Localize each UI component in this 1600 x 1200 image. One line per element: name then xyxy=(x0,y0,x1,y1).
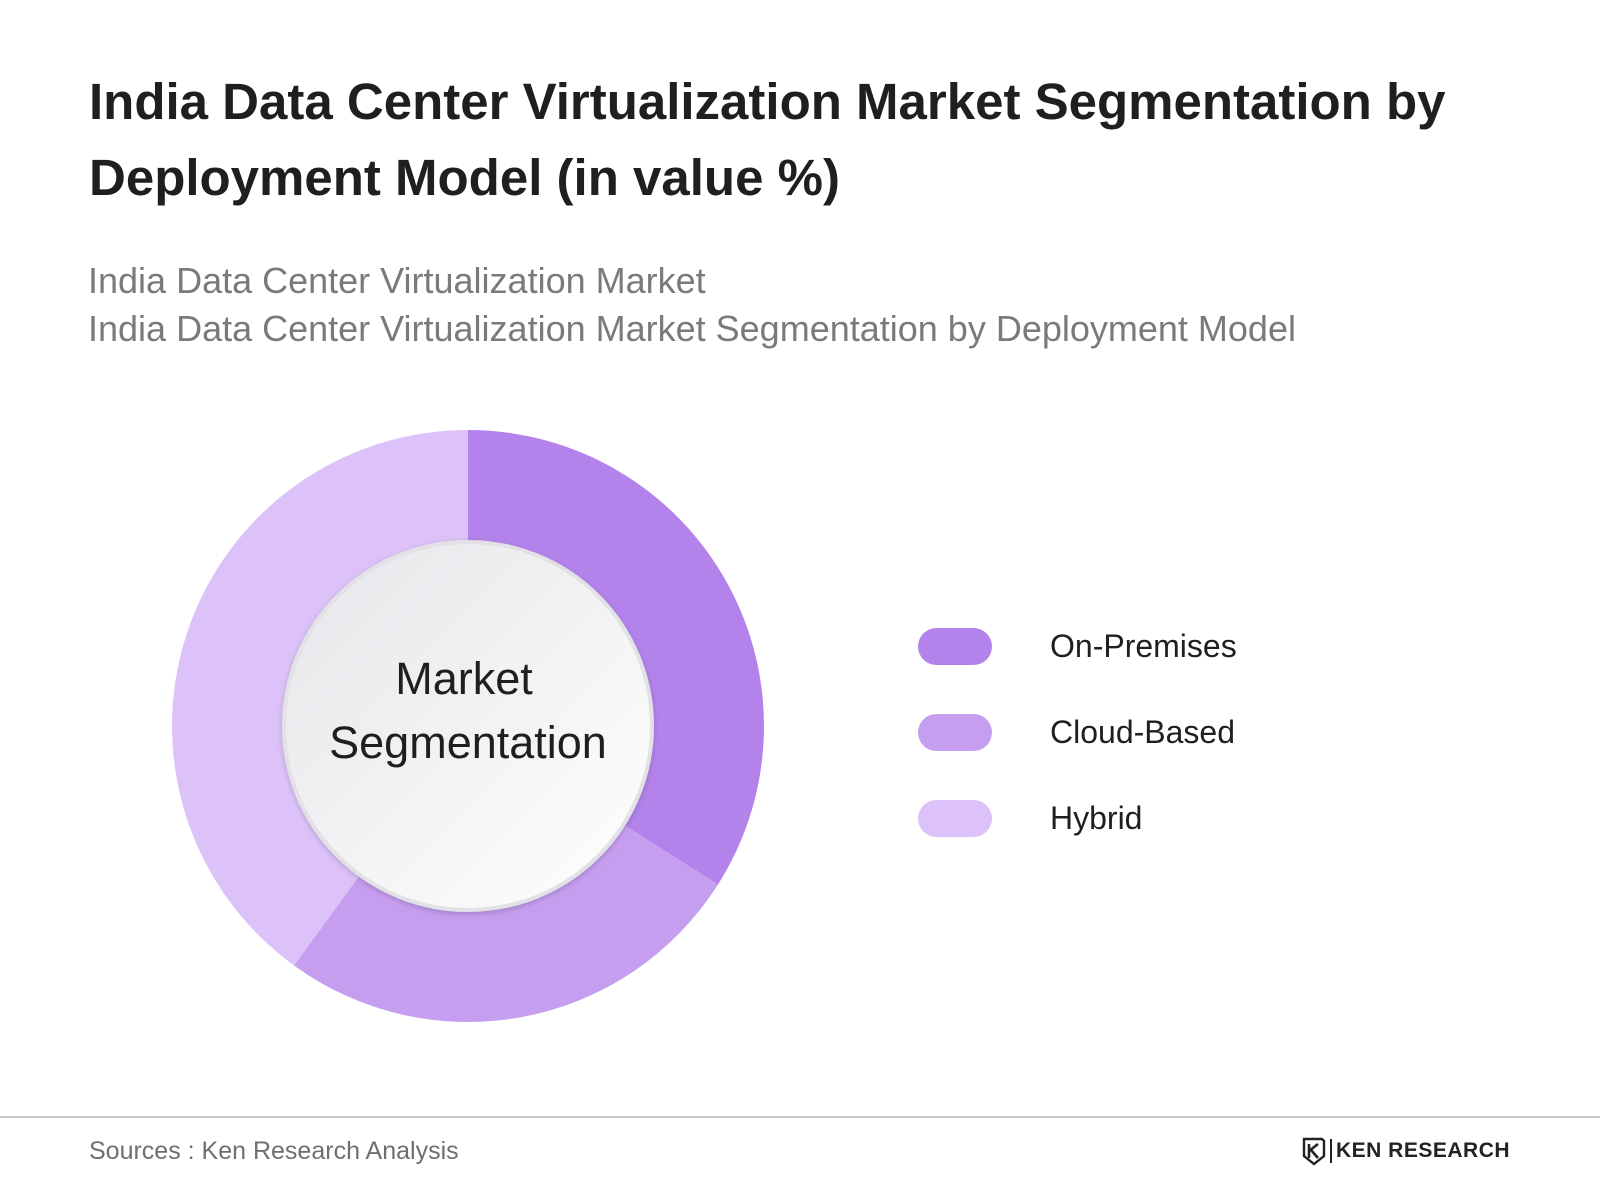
slice-hybrid xyxy=(171,430,468,966)
slice-on-premises xyxy=(468,430,764,885)
source-note: Sources : Ken Research Analysis xyxy=(89,1137,459,1165)
legend-item-cloud-based: Cloud-Based xyxy=(918,712,1338,752)
chart-title: India Data Center Virtualization Market … xyxy=(89,73,1446,206)
legend-label-cloud-based: Cloud-Based xyxy=(1050,714,1235,750)
legend-item-hybrid: Hybrid xyxy=(918,798,1338,838)
donut-slices xyxy=(171,430,764,1022)
center-label-line2: Segmentation xyxy=(329,717,607,768)
slice-cloud-based xyxy=(294,824,718,1022)
donut-center xyxy=(282,540,654,912)
ken-research-logo: KEN RESEARCH xyxy=(1302,1136,1510,1166)
footer-divider xyxy=(0,1116,1600,1118)
logo-separator xyxy=(1330,1139,1332,1163)
legend-swatch-hybrid xyxy=(918,800,992,837)
legend-item-on-premises: On-Premises xyxy=(918,626,1338,666)
chart-subtitle-market: India Data Center Virtualization Market xyxy=(88,260,706,301)
donut-chart: Market Segmentation xyxy=(171,430,764,1022)
legend-swatch-on-premises xyxy=(918,628,992,665)
center-label-line1: Market xyxy=(395,653,533,704)
chart-subtitle-segmentation: India Data Center Virtualization Market … xyxy=(88,308,1296,349)
legend-swatch-cloud-based xyxy=(918,714,992,751)
legend-label-hybrid: Hybrid xyxy=(1050,800,1143,836)
logo-text: KEN RESEARCH xyxy=(1336,1139,1511,1162)
ken-research-logo-icon xyxy=(1302,1137,1326,1166)
legend-label-on-premises: On-Premises xyxy=(1050,628,1237,664)
